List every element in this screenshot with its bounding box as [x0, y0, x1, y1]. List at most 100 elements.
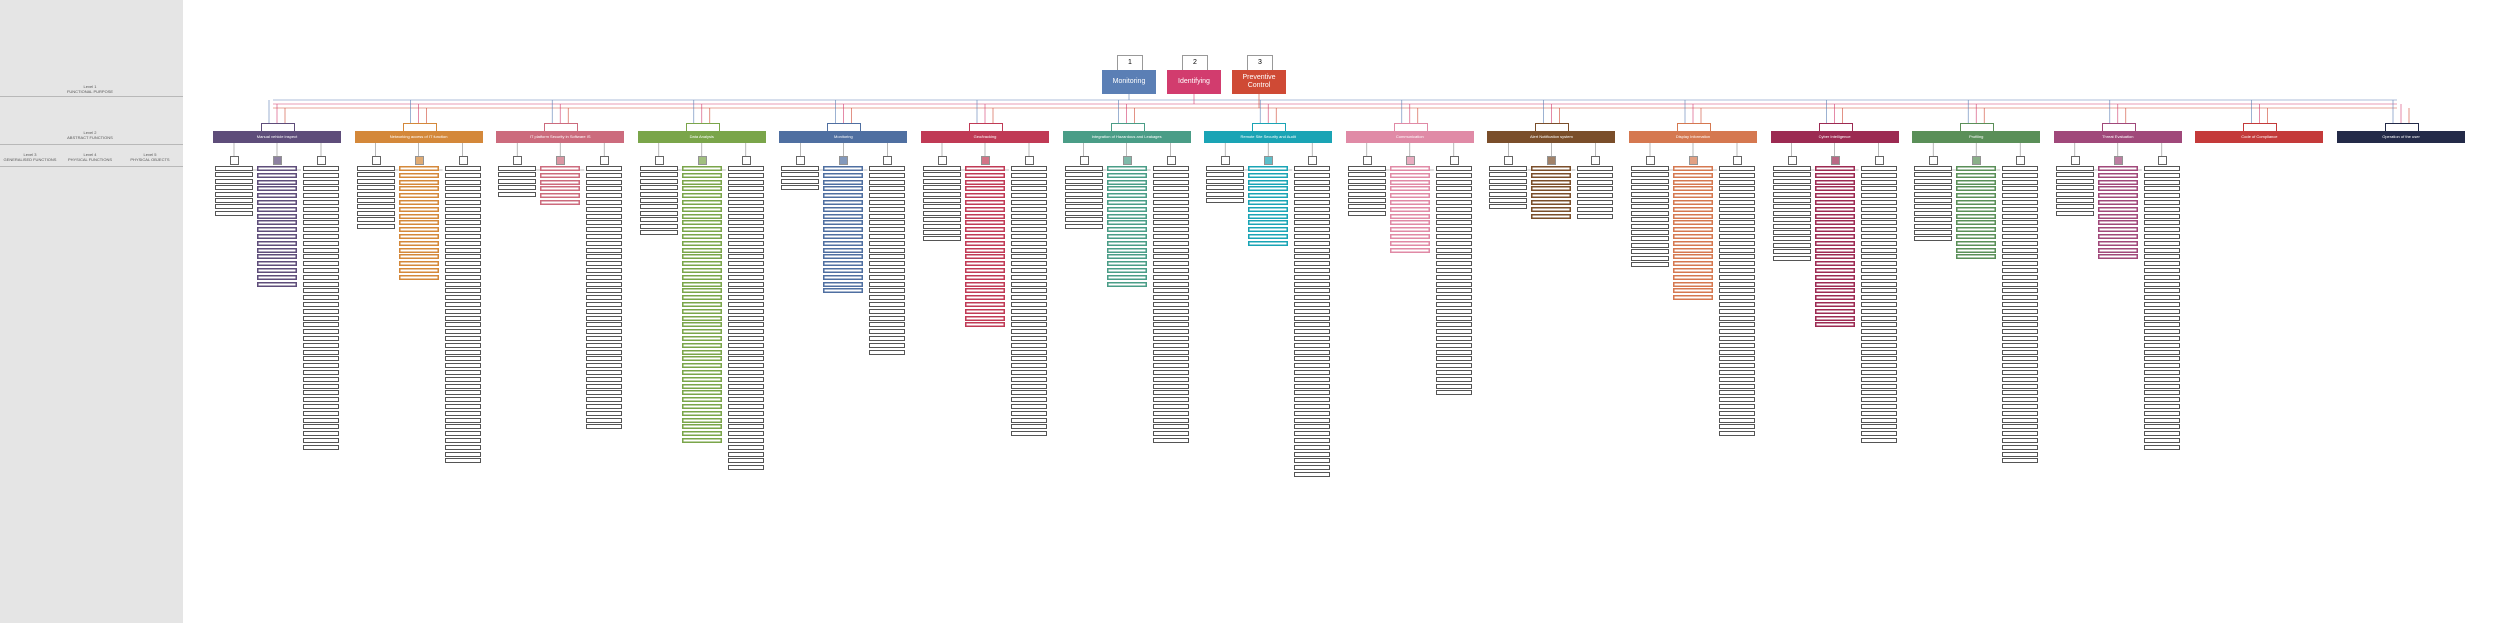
node-box	[1772, 210, 1811, 216]
node-box	[398, 274, 439, 280]
node-box	[1106, 179, 1147, 185]
category-header[interactable]: Manual vehicle inspect	[213, 131, 341, 143]
category-header[interactable]: Threat Evaluation	[2053, 131, 2182, 143]
node-box	[2143, 302, 2180, 307]
node-box	[1860, 268, 1897, 273]
node-box	[444, 281, 481, 287]
node-box	[923, 166, 961, 171]
node-box	[356, 217, 395, 223]
node-box	[727, 458, 764, 464]
node-box	[1860, 247, 1897, 253]
node-box	[215, 178, 253, 184]
category-header[interactable]: Alert Notification system	[1487, 131, 1616, 143]
node-box	[2143, 261, 2180, 267]
node-box	[1294, 274, 1331, 280]
category-header[interactable]: Networking access of IT function	[354, 131, 483, 143]
node-box	[823, 274, 864, 280]
category-header[interactable]: Geo/tracking	[921, 131, 1049, 143]
node-box	[823, 247, 864, 253]
node-box	[1631, 166, 1669, 171]
column-marker	[883, 156, 893, 165]
node-box	[303, 166, 339, 171]
node-box	[2002, 438, 2039, 443]
node-box	[1152, 234, 1189, 239]
node-box	[586, 254, 623, 260]
node-box	[1719, 308, 1755, 314]
function-identifying[interactable]: Identifying	[1167, 70, 1221, 94]
node-box	[1956, 200, 1997, 205]
node-box	[1294, 200, 1331, 205]
node-box	[1011, 172, 1047, 178]
category-header[interactable]: Display Information	[1629, 131, 1757, 143]
node-box	[1435, 336, 1472, 341]
node-box	[681, 186, 722, 192]
category-header[interactable]: Communication	[1345, 131, 1474, 143]
node-box	[727, 274, 764, 280]
node-box	[586, 206, 623, 212]
node-box	[1152, 315, 1189, 321]
node-box	[1152, 179, 1189, 185]
node-box	[1294, 438, 1331, 443]
node-box	[1435, 308, 1472, 314]
category-header[interactable]: Profiling	[1912, 131, 2041, 143]
node-box	[1435, 370, 1472, 375]
column-marker	[513, 156, 523, 165]
node-box	[2143, 356, 2180, 362]
node-box	[398, 268, 439, 273]
node-box	[1814, 234, 1855, 239]
category-header[interactable]: Remote Site Security and Audit	[1204, 131, 1333, 143]
function-preventive-control[interactable]: Preventive Control	[1232, 70, 1286, 94]
node-box	[444, 451, 481, 457]
node-box	[823, 234, 864, 239]
category-header[interactable]: Operation of the user	[2337, 131, 2465, 143]
node-box	[1631, 230, 1669, 235]
node-box	[1435, 213, 1472, 219]
node-box	[1152, 295, 1189, 301]
category-header[interactable]: Monitoring	[779, 131, 908, 143]
node-box	[1435, 227, 1472, 233]
node-box	[1719, 342, 1755, 348]
node-box	[1489, 204, 1528, 210]
node-box	[444, 356, 481, 362]
node-box	[869, 227, 906, 233]
node-box	[1814, 186, 1855, 192]
node-box	[2143, 424, 2180, 430]
node-box	[586, 417, 623, 423]
node-box	[1860, 315, 1897, 321]
node-box	[444, 206, 481, 212]
node-box	[2002, 193, 2039, 199]
function-monitoring[interactable]: Monitoring	[1102, 70, 1156, 94]
category-header[interactable]: Code of Compliance	[2195, 131, 2324, 143]
node-box	[303, 308, 339, 314]
node-box	[1106, 234, 1147, 239]
node-box	[1152, 227, 1189, 233]
category-header[interactable]: Integration of Hazardous and Leakages	[1062, 131, 1191, 143]
node-box	[1860, 206, 1897, 212]
node-box	[444, 179, 481, 185]
node-box	[1860, 240, 1897, 246]
node-box	[303, 268, 339, 273]
node-box	[1914, 198, 1953, 203]
node-box	[1860, 261, 1897, 267]
node-box	[1435, 247, 1472, 253]
node-box	[303, 240, 339, 246]
column-marker	[654, 156, 664, 165]
node-box	[2002, 397, 2039, 403]
node-box	[727, 390, 764, 396]
node-box	[1814, 302, 1855, 307]
category-header[interactable]: IT platform Security in Software IS	[496, 131, 625, 143]
node-box	[727, 220, 764, 226]
node-box	[303, 213, 339, 219]
category-header[interactable]: Data Analysis	[637, 131, 766, 143]
node-box	[681, 417, 722, 423]
node-box	[2002, 458, 2039, 464]
category-header[interactable]: Cyber Intelligence	[1770, 131, 1899, 143]
node-box	[681, 274, 722, 280]
node-box	[1914, 236, 1953, 242]
node-box	[1577, 200, 1614, 205]
node-box	[1294, 404, 1331, 409]
node-box	[586, 370, 623, 375]
node-box	[2143, 281, 2180, 287]
node-box	[727, 254, 764, 260]
node-box	[1294, 458, 1331, 464]
